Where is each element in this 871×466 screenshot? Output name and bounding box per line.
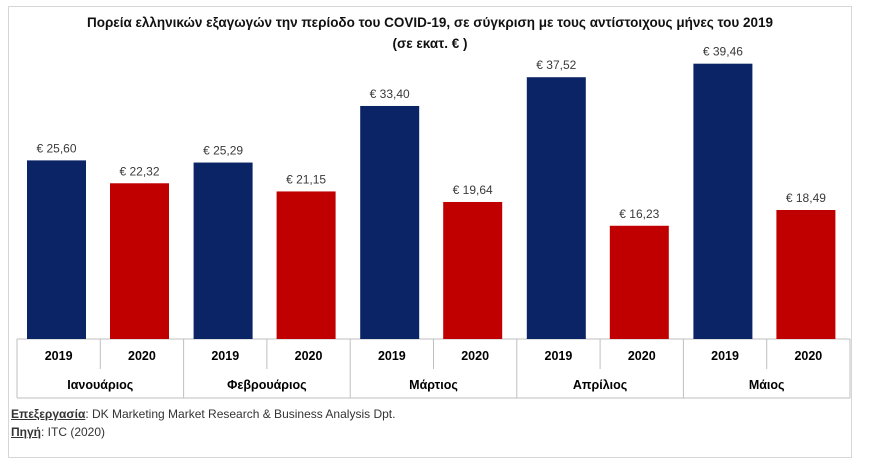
category-tick-label: Απρίλιος: [573, 378, 627, 392]
footer-source: Πηγή: ITC (2020): [11, 425, 105, 439]
data-label: € 19,64: [453, 183, 493, 197]
category-tick-label: Μάιος: [749, 378, 785, 392]
processing-key: Επεξεργασία: [11, 407, 86, 421]
bar-2019-2: [360, 105, 420, 339]
category-tick-label: Φεβρουάριος: [227, 378, 307, 392]
year-tick-label: 2019: [545, 349, 573, 363]
chart-title: Πορεία ελληνικών εξαγωγών την περίοδο το…: [86, 15, 774, 30]
footer-processing: Επεξεργασία: DK Marketing Market Researc…: [11, 407, 395, 421]
bar-2020-2: [443, 201, 503, 339]
bar-2019-1: [193, 162, 253, 339]
data-label: € 37,52: [536, 58, 576, 72]
data-label: € 25,60: [36, 141, 76, 155]
processing-value: : DK Marketing Market Research & Busines…: [85, 407, 396, 421]
chart-subtitle: (σε εκατ. € ): [392, 36, 468, 51]
year-tick-label: 2019: [711, 349, 739, 363]
year-tick-label: 2019: [45, 349, 73, 363]
year-tick-label: 2020: [794, 349, 822, 363]
year-tick-label: 2020: [295, 349, 323, 363]
data-label: € 16,23: [619, 207, 659, 221]
data-label: € 39,46: [703, 45, 743, 59]
bar-2019-3: [526, 77, 586, 339]
year-tick-label: 2020: [628, 349, 656, 363]
year-tick-label: 2019: [378, 349, 406, 363]
bar-2019-4: [693, 63, 753, 339]
source-key: Πηγή: [11, 425, 41, 439]
chart-title-block: Πορεία ελληνικών εξαγωγών την περίοδο το…: [8, 12, 852, 54]
data-label: € 25,29: [203, 144, 243, 158]
bar-2019-0: [27, 160, 86, 339]
bar-2020-4: [776, 209, 836, 339]
data-label: € 21,15: [286, 172, 326, 186]
year-tick-label: 2020: [461, 349, 489, 363]
year-tick-label: 2020: [128, 349, 156, 363]
data-label: € 18,49: [786, 191, 826, 205]
source-value: : ITC (2020): [41, 425, 106, 439]
bar-2020-1: [276, 191, 336, 339]
data-label: € 33,40: [370, 87, 410, 101]
bar-2020-3: [609, 225, 669, 339]
bar-2020-0: [110, 183, 169, 339]
data-label: € 22,32: [119, 164, 159, 178]
category-tick-label: Μάρτιος: [409, 378, 458, 392]
year-tick-label: 2019: [211, 349, 239, 363]
category-tick-label: Ιανουάριος: [67, 378, 133, 392]
